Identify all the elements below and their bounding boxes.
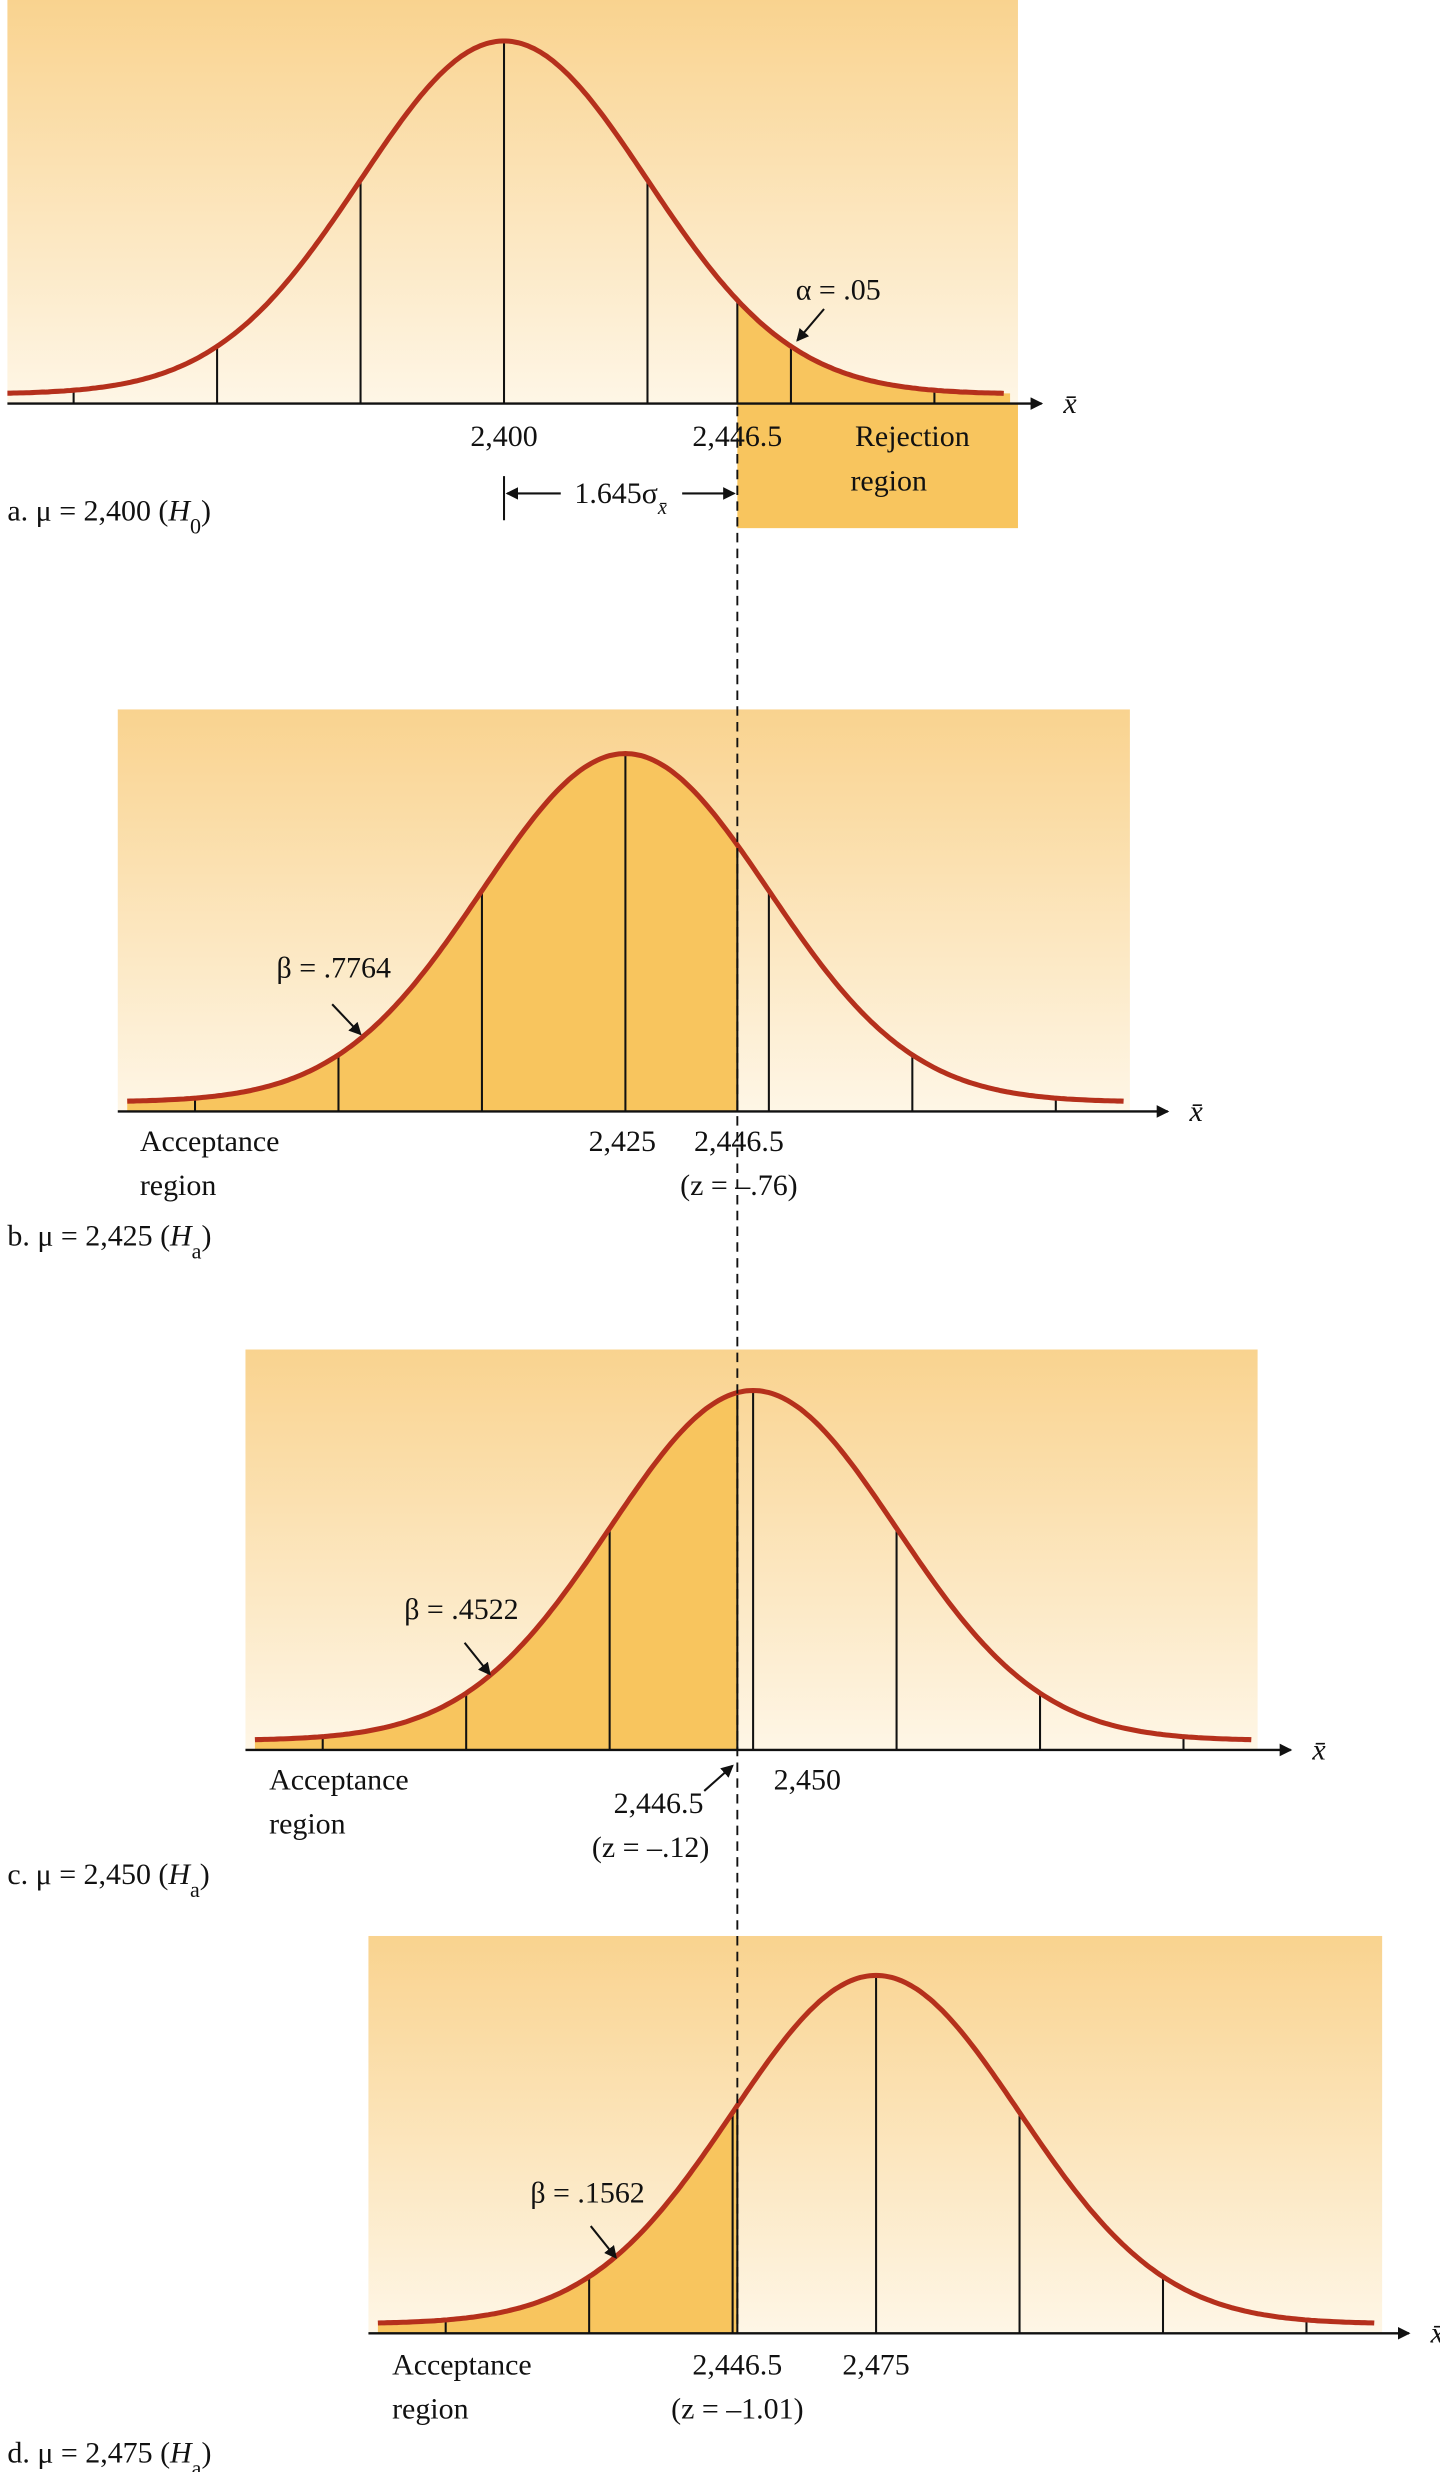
caption-part: ) bbox=[200, 1858, 210, 1891]
panel-caption: a. μ = 2,400 (H0) bbox=[7, 494, 211, 537]
z-label: (z = –1.01) bbox=[671, 2392, 803, 2425]
region-label: region bbox=[392, 2392, 469, 2425]
region-label: region bbox=[850, 464, 927, 497]
mean-label: 2,450 bbox=[774, 1763, 841, 1796]
spread-part: 1.645σ bbox=[574, 477, 657, 510]
critical-label: 2,446.5 bbox=[692, 2348, 782, 2381]
shaded-area bbox=[737, 300, 1011, 404]
axis-label: x̄ bbox=[1311, 1733, 1326, 1766]
mean-label: 2,475 bbox=[842, 2348, 909, 2381]
caption-part: a bbox=[192, 1238, 202, 1263]
z-label: (z = –.12) bbox=[592, 1831, 709, 1864]
axis-label: x̄ bbox=[1430, 2317, 1440, 2350]
panel-background bbox=[245, 1349, 1258, 1750]
normal-curve bbox=[7, 38, 1004, 396]
mean-label: 2,400 bbox=[470, 420, 537, 453]
area-label: β = .1562 bbox=[530, 2176, 644, 2209]
caption-part: H bbox=[169, 1219, 193, 1252]
region-label: region bbox=[140, 1169, 217, 1202]
panel-caption: b. μ = 2,425 (Ha) bbox=[7, 1219, 211, 1263]
caption-part: c. μ = 2,450 ( bbox=[7, 1858, 168, 1891]
caption-part: 0 bbox=[190, 513, 201, 538]
area-label: β = .4522 bbox=[404, 1593, 518, 1626]
shaded-area bbox=[377, 2105, 738, 2334]
shaded-area bbox=[254, 1392, 738, 1750]
caption-part: H bbox=[167, 494, 191, 527]
pointer-arrow bbox=[331, 1003, 362, 1036]
region-label: Acceptance bbox=[269, 1763, 409, 1796]
critical-label: 2,446.5 bbox=[614, 1787, 704, 1820]
rejection-box bbox=[737, 403, 1018, 529]
region-label: Acceptance bbox=[140, 1125, 280, 1158]
spread-label: 1.645σx̄ bbox=[574, 477, 667, 519]
caption-part: b. μ = 2,425 ( bbox=[7, 1219, 170, 1252]
area-label: α = .05 bbox=[796, 274, 881, 307]
caption-part: H bbox=[167, 1858, 191, 1891]
normal-curve bbox=[377, 1972, 1375, 2326]
caption-part: ) bbox=[201, 2437, 211, 2470]
area-label: β = .7764 bbox=[277, 951, 391, 984]
pointer-arrow bbox=[703, 1764, 734, 1792]
axis-label: x̄ bbox=[1062, 387, 1077, 420]
pointer-arrow bbox=[796, 308, 825, 342]
caption-part: d. μ = 2,475 ( bbox=[7, 2437, 170, 2470]
panel-caption: c. μ = 2,450 (Ha) bbox=[7, 1858, 209, 1902]
spread-part: x̄ bbox=[657, 497, 667, 519]
caption-part: a bbox=[192, 2455, 202, 2472]
z-label: (z = –.76) bbox=[680, 1169, 797, 1202]
normal-curve bbox=[254, 1387, 1252, 1743]
shaded-area bbox=[127, 753, 738, 1112]
region-label: Acceptance bbox=[392, 2348, 532, 2381]
caption-part: a. μ = 2,400 ( bbox=[7, 494, 168, 527]
caption-part: H bbox=[169, 2437, 193, 2470]
region-label: region bbox=[269, 1808, 346, 1841]
panels: x̄ 2,400 2,446.5 α = .05 Rejection region a. μ… bbox=[7, 0, 1440, 2472]
normal-curve bbox=[127, 751, 1124, 1104]
caption-part: a bbox=[190, 1876, 200, 1901]
pointer-arrow bbox=[589, 2225, 617, 2259]
region-label: Rejection bbox=[855, 420, 970, 453]
panel-background bbox=[7, 0, 1018, 404]
caption-part: ) bbox=[201, 494, 211, 527]
panel-caption: d. μ = 2,475 (Ha) bbox=[7, 2437, 211, 2472]
mean-label: 2,425 bbox=[589, 1125, 656, 1158]
critical-label: 2,446.5 bbox=[694, 1125, 784, 1158]
caption-part: ) bbox=[201, 1219, 211, 1252]
pointer-arrow bbox=[463, 1642, 491, 1676]
axis-label: x̄ bbox=[1188, 1095, 1203, 1128]
